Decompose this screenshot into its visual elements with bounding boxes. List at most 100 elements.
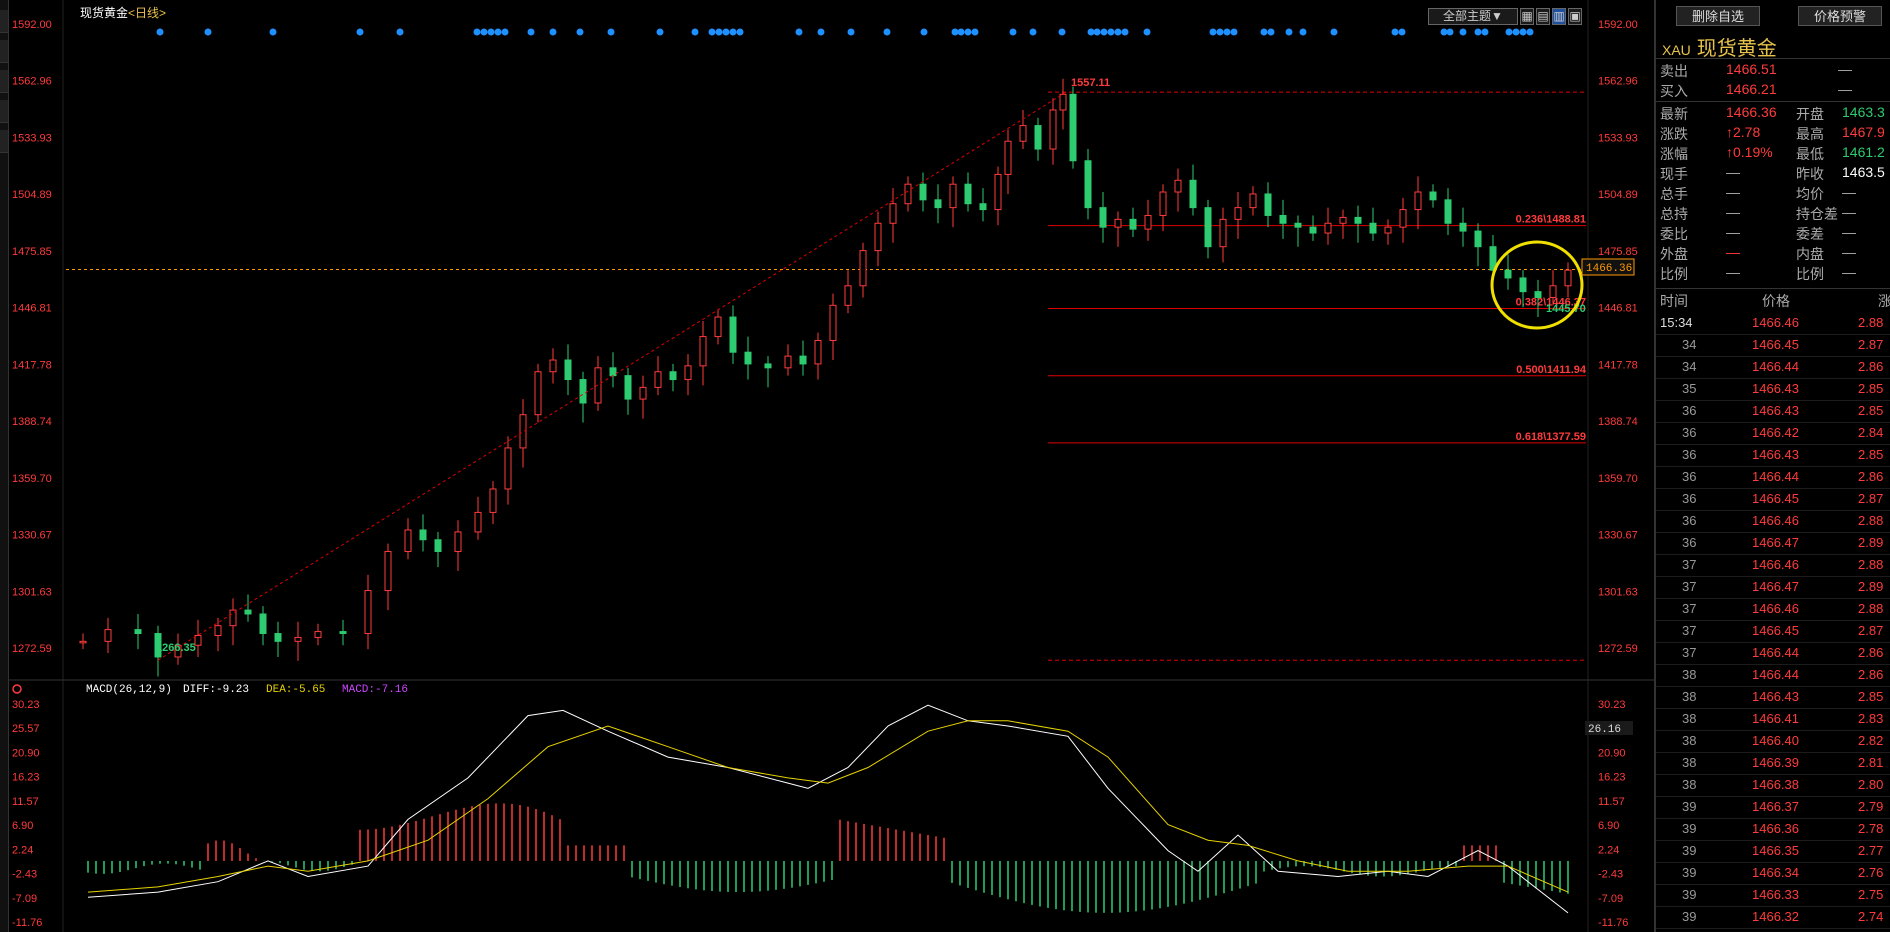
delete-watchlist-button[interactable]: 删除自选 — [1676, 6, 1760, 26]
tick-row[interactable]: 15:34 1466.46 2.88 — [1656, 312, 1890, 335]
quote-value: — — [1842, 264, 1856, 280]
price-axis-tick: 1592.00 — [12, 19, 52, 31]
price-alert-button[interactable]: 价格预警 — [1798, 6, 1882, 26]
quote-value: 1467.9 — [1842, 124, 1885, 140]
signal-dot — [1474, 28, 1482, 36]
theme-selector[interactable]: 全部主题▼ — [1428, 8, 1518, 25]
candle-body — [1004, 140, 1012, 175]
left-tab-1[interactable] — [0, 10, 8, 33]
macd-axis-tick: 25.57 — [12, 723, 40, 735]
tick-row[interactable]: 38 1466.40 2.82 — [1656, 730, 1890, 753]
macd-current-value: 26.16 — [1588, 724, 1621, 736]
tick-row[interactable]: 38 1466.41 2.83 — [1656, 708, 1890, 731]
left-toolbar — [0, 0, 9, 932]
signal-dot — [1058, 28, 1066, 36]
buy-row: 买入 1466.21 — — [1656, 80, 1890, 100]
tick-row[interactable]: 39 1466.32 2.74 — [1656, 906, 1890, 929]
tick-row[interactable]: 38 1466.39 2.81 — [1656, 752, 1890, 775]
tick-row[interactable]: 39 1466.33 2.75 — [1656, 884, 1890, 907]
quote-label: 总手 — [1660, 186, 1688, 202]
candle-body — [434, 539, 442, 552]
tick-row[interactable]: 36 1466.45 2.87 — [1656, 488, 1890, 511]
quote-value: 1463.3 — [1842, 104, 1885, 120]
tick-row[interactable]: 37 1466.45 2.87 — [1656, 620, 1890, 643]
quote-row: 比例 — 比例 — — [1656, 263, 1890, 283]
tick-row[interactable]: 39 1466.36 2.78 — [1656, 818, 1890, 841]
tick-row[interactable]: 36 1466.47 2.89 — [1656, 532, 1890, 555]
left-tab-4[interactable] — [0, 100, 8, 123]
macd-diff-line — [87, 704, 1569, 914]
tick-change: 2.77 — [1858, 843, 1884, 858]
tick-row[interactable]: 35 1466.43 2.85 — [1656, 378, 1890, 401]
expand-icon[interactable]: ▣ — [1568, 8, 1582, 25]
macd-axis-tick: 2.24 — [12, 844, 33, 856]
signal-dot — [1505, 28, 1513, 36]
quote-label: 内盘 — [1796, 246, 1824, 262]
tick-row[interactable]: 36 1466.44 2.86 — [1656, 466, 1890, 489]
tick-row[interactable]: 39 1466.35 2.77 — [1656, 840, 1890, 863]
quote-label: 涨跌 — [1660, 126, 1688, 142]
tick-row[interactable]: 36 1466.42 2.84 — [1656, 422, 1890, 445]
bar-chart-icon[interactable]: ▥ — [1552, 8, 1566, 25]
candle-body — [504, 447, 512, 490]
symbol-name: 现货黄金 — [1696, 38, 1777, 60]
macd-axis-tick: 16.23 — [1598, 772, 1626, 784]
price-axis-tick: 1330.67 — [12, 530, 52, 542]
tick-row[interactable]: 38 1466.44 2.86 — [1656, 664, 1890, 687]
quote-label: 委比 — [1660, 226, 1688, 242]
tick-row[interactable]: 34 1466.45 2.87 — [1656, 334, 1890, 357]
candle-body — [244, 609, 252, 615]
quote-label: 开盘 — [1796, 106, 1824, 122]
chart-period[interactable]: <日线> — [128, 6, 166, 20]
tick-time: 38 — [1682, 777, 1697, 792]
tick-row[interactable]: 37 1466.46 2.88 — [1656, 598, 1890, 621]
quote-label: 外盘 — [1660, 246, 1688, 262]
tick-row[interactable]: 39 1466.37 2.79 — [1656, 796, 1890, 819]
quote-label: 最新 — [1660, 106, 1688, 122]
macd-axis-tick: -2.43 — [12, 869, 37, 881]
candle-body — [1129, 218, 1137, 230]
tick-price: 1466.36 — [1752, 821, 1799, 836]
tick-row[interactable]: 38 1466.43 2.85 — [1656, 686, 1890, 709]
signal-dot — [847, 28, 855, 36]
signal-dot — [729, 28, 737, 36]
tick-row[interactable]: 37 1466.44 2.86 — [1656, 642, 1890, 665]
tick-row[interactable]: 36 1466.43 2.85 — [1656, 444, 1890, 467]
signal-dot — [1481, 28, 1489, 36]
candle-body — [1294, 222, 1302, 228]
tick-time: 36 — [1682, 513, 1697, 528]
quote-value: 1461.2 — [1842, 144, 1885, 160]
quote-label: 均价 — [1796, 186, 1824, 202]
tick-row[interactable]: 38 1466.38 2.80 — [1656, 774, 1890, 797]
signal-dot — [1267, 28, 1275, 36]
sell-label: 卖出 — [1660, 63, 1688, 79]
tick-price: 1466.46 — [1752, 315, 1799, 330]
macd-axis-tick: 6.90 — [12, 820, 33, 832]
macd-axis-tick: 2.24 — [1598, 844, 1619, 856]
signal-dot — [1440, 28, 1448, 36]
left-tab-2[interactable] — [0, 40, 8, 63]
tick-row[interactable]: 37 1466.46 2.88 — [1656, 554, 1890, 577]
candle-body — [1189, 179, 1197, 209]
candle-body — [1019, 125, 1027, 142]
macd-settings-icon[interactable] — [12, 684, 22, 694]
layout-icon[interactable]: ▤ — [1536, 8, 1550, 25]
macd-axis-tick: 20.90 — [1598, 747, 1626, 759]
left-tab-5[interactable] — [0, 130, 8, 153]
tick-row[interactable]: 34 1466.44 2.86 — [1656, 356, 1890, 379]
main-chart-area[interactable]: 0.236\1488.81 0.382\1446.37 0.500\1411.94 0… — [8, 0, 1654, 932]
tick-time: 34 — [1682, 337, 1697, 352]
left-tab-3[interactable] — [0, 70, 8, 93]
tick-row[interactable]: 37 1466.47 2.89 — [1656, 576, 1890, 599]
candle-body — [1264, 193, 1272, 216]
sell-value: 1466.51 — [1726, 61, 1777, 77]
signal-dot — [795, 28, 803, 36]
quote-row: 总手 — 均价 — — [1656, 183, 1890, 203]
grid-icon[interactable]: ▦ — [1520, 8, 1534, 25]
tick-row[interactable]: 36 1466.43 2.85 — [1656, 400, 1890, 423]
tick-row[interactable]: 36 1466.46 2.88 — [1656, 510, 1890, 533]
tick-time: 36 — [1682, 425, 1697, 440]
signal-dot — [1029, 28, 1037, 36]
macd-axis-tick: 11.57 — [1598, 796, 1625, 808]
tick-row[interactable]: 39 1466.34 2.76 — [1656, 862, 1890, 885]
